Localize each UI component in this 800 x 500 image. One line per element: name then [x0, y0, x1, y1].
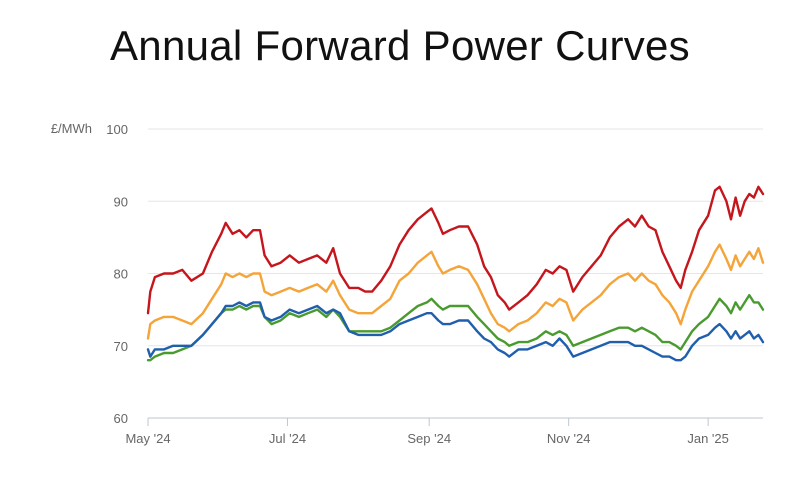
x-tick-label: Nov '24	[547, 431, 591, 446]
y-tick-label: 80	[114, 267, 128, 282]
y-tick-label: 60	[114, 411, 128, 426]
grid-lines	[148, 128, 763, 419]
series-line-1	[146, 185, 765, 315]
x-tick-label: Jan '25	[687, 431, 729, 446]
series-line-4	[146, 301, 765, 362]
x-tick-label: Sep '24	[407, 431, 451, 446]
y-tick-label: 90	[114, 194, 128, 209]
y-tick-label: 70	[114, 339, 128, 354]
y-tick-label: 100	[106, 122, 128, 137]
chart-title: Annual Forward Power Curves	[109, 22, 690, 69]
x-axis: May '24 Jul '24 Sep '24 Nov '24 Jan '25	[125, 418, 729, 446]
y-axis: 60 70 80 90 100	[106, 122, 128, 426]
series-lines	[146, 185, 765, 362]
series-line-3	[146, 294, 765, 362]
y-axis-unit-label: £/MWh	[51, 121, 92, 136]
series-line-2	[146, 243, 765, 340]
x-tick-label: Jul '24	[269, 431, 306, 446]
x-tick-label: May '24	[125, 431, 170, 446]
